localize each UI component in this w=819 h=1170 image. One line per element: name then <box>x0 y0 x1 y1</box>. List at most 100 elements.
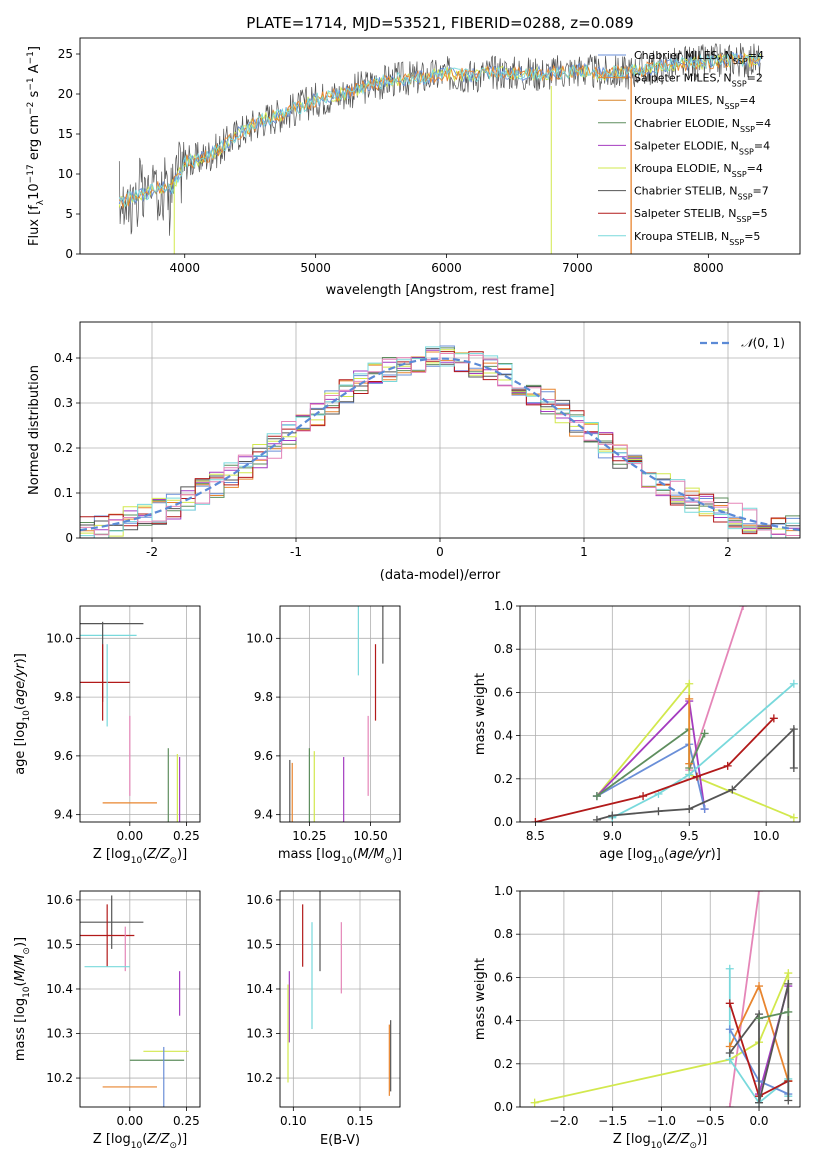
massweight_vs_age-marker <box>639 792 648 801</box>
spectrum-ylabel-part: −1 <box>26 77 36 90</box>
mass_vs_Z-xtick-label: 0.25 <box>173 1114 200 1128</box>
spectrum-ytick-label: 25 <box>58 47 73 61</box>
residuals-xtick-label: 0 <box>436 545 444 559</box>
legend-label: Salpeter MILES, NSSP=2 <box>634 72 763 89</box>
spectrum-xtick-label: 6000 <box>431 261 462 275</box>
residuals-xtick-label: 2 <box>724 545 732 559</box>
age_vs_mass-ytick-label: 9.8 <box>254 690 273 704</box>
legend-label-part: =4 <box>754 139 770 152</box>
age_vs_Z-ylabel-part: ( <box>13 705 28 710</box>
legend-label-part: Chabrier STELIB, N <box>634 185 738 198</box>
massweight_vs_Z-marker <box>755 891 764 895</box>
age_vs_mass-xlabel-part: mass [log <box>278 847 341 862</box>
age_vs_Z-xlabel: Z [log10(Z/Z⊙)] <box>93 847 187 866</box>
massweight_vs_age-xlabel: age [log10(age/yr)] <box>599 847 721 866</box>
massweight_vs_age-marker <box>789 764 798 772</box>
legend-gaussian-label: 𝒩(0, 1) <box>741 336 785 350</box>
massweight_vs_age-ytick-label: 0.8 <box>494 642 513 656</box>
mass_vs_Z-xlabel-part: ( <box>142 1132 147 1147</box>
massweight_vs_Z-marker <box>784 979 793 988</box>
residuals-ytick-label: 0.3 <box>54 396 73 410</box>
massweight_vs_Z-marker <box>755 1098 764 1107</box>
mass_vs_ebv-ytick-label: 10.3 <box>246 1027 273 1041</box>
legend-label-part: Salpeter MILES, N <box>634 72 732 85</box>
mass_vs_ebv-frame <box>279 890 401 1108</box>
spectrum-ylabel-part: erg cm <box>27 115 42 164</box>
residuals-xtick-label: -1 <box>290 545 302 559</box>
massweight_vs_age-marker <box>592 815 601 822</box>
massweight_vs_age-marker <box>592 792 601 801</box>
spectrum-ytick-label: 15 <box>58 127 73 141</box>
spectrum-lines <box>118 43 762 254</box>
massweight_vs_age-xlabel-part: ( <box>664 847 669 862</box>
massweight_vs_age-marker <box>685 759 694 768</box>
spectrum-ytick-label: 10 <box>58 167 73 181</box>
spectrum-ylabel: Flux [fλ10−17 erg cm−2 s−1 A−1] <box>26 46 46 246</box>
mass_vs_ebv-xlabel: E(B-V) <box>320 1133 360 1148</box>
age_vs_mass-xlabel-part: ( <box>353 847 358 862</box>
age_vs_mass-ytick-label: 9.6 <box>254 749 273 763</box>
residuals-xtick-label: -2 <box>146 545 158 559</box>
age_vs_Z-xlabel-part: Z [log <box>93 847 131 862</box>
massweight_vs_Z-ytick-label: 0.8 <box>494 927 513 941</box>
age_vs_Z-xlabel-part: ( <box>142 847 147 862</box>
mass_vs_Z-frame <box>79 890 201 1108</box>
massweight_vs_Z-marker <box>755 982 764 991</box>
massweight_vs_Z-marker <box>725 1103 734 1107</box>
age_vs_Z-xlabel-part: Z/Z <box>146 847 170 862</box>
residuals-frame <box>79 321 801 539</box>
legend-label-part: SSP <box>740 124 755 133</box>
spectrum-ylabel-part: −17 <box>26 164 36 183</box>
massweight_vs_Z-xlabel: Z [log10(Z/Z⊙)] <box>613 1132 707 1151</box>
massweight_vs_Z-ytick-label: 0.0 <box>494 1100 513 1114</box>
age_vs_Z-ytick-label: 9.4 <box>54 808 73 822</box>
massweight_vs_Z-xtick-label: −0.5 <box>696 1114 725 1128</box>
spectrum-series-4 <box>118 51 762 208</box>
age_vs_Z-ylabel-part: age [log <box>13 722 28 775</box>
massweight_vs_Z-series <box>530 891 793 1107</box>
massweight_vs_age-marker <box>692 772 701 781</box>
age_vs_Z-xtick-label: 0.00 <box>116 829 143 843</box>
massweight_vs_age-series <box>531 606 798 822</box>
legend-label-part: Kroupa ELODIE, N <box>634 162 732 175</box>
spectrum-ylabel-part: −2 <box>26 102 36 115</box>
massweight_vs_Z-marker <box>784 1096 793 1105</box>
legend-label-part: SSP <box>732 79 747 88</box>
age_vs_mass-ytick-label: 10.0 <box>246 631 273 645</box>
legend-label-part: =4 <box>739 94 755 107</box>
massweight_vs_Z-marker <box>725 1049 734 1057</box>
legend-label-part: Kroupa MILES, N <box>634 94 724 107</box>
mass_vs_Z-ytick-label: 10.3 <box>46 1027 73 1041</box>
mass_vs_Z-errorbars <box>80 895 189 1107</box>
legend-label-part: SSP <box>724 102 739 111</box>
mass_vs_Z-ylabel-part: mass [log <box>13 998 28 1061</box>
mass_vs_Z-xlabel-part: Z [log <box>93 1132 131 1147</box>
massweight_vs_age-marker <box>723 761 732 770</box>
legend-label-part: =5 <box>751 207 767 220</box>
massweight_vs_age-marker <box>685 694 694 703</box>
spectrum-ylabel-part: 10 <box>27 183 42 200</box>
massweight_vs_age-marker <box>789 679 798 688</box>
legend-label-part: Salpeter STELIB, N <box>634 207 736 220</box>
massweight_vs_age-marker <box>531 818 540 822</box>
massweight_vs_Z-xlabel-part: ⊙ <box>689 1141 697 1151</box>
age_vs_mass-xlabel-part: ⊙ <box>384 856 392 866</box>
massweight_vs_age-marker <box>789 813 798 822</box>
legend-label-part: SSP <box>738 192 753 201</box>
residuals-xtick-label: 1 <box>580 545 588 559</box>
legend-label-part: Chabrier ELODIE, N <box>634 117 740 130</box>
massweight_vs_Z-marker <box>530 1098 539 1107</box>
age_vs_Z-xtick-label: 0.25 <box>173 829 200 843</box>
legend-label: Salpeter ELODIE, NSSP=4 <box>634 139 770 156</box>
histogram-steps <box>80 345 800 538</box>
massweight_vs_age-marker <box>769 714 778 723</box>
residuals-ytick-label: 0.1 <box>54 486 73 500</box>
mass_vs_Z-ytick-label: 10.5 <box>46 937 73 951</box>
legend-label: Kroupa STELIB, NSSP=5 <box>634 230 760 247</box>
age_vs_mass-xtick-label: 10.50 <box>353 829 387 843</box>
age_vs_Z-ylabel-part: )] <box>13 653 28 663</box>
massweight_vs_age-ylabel: mass weight <box>473 673 488 755</box>
mass_vs_Z-xlabel-part: Z/Z <box>146 1132 170 1147</box>
mass_vs_Z-xlabel: Z [log10(Z/Z⊙)] <box>93 1132 187 1151</box>
histogram-series-8 <box>80 353 800 538</box>
